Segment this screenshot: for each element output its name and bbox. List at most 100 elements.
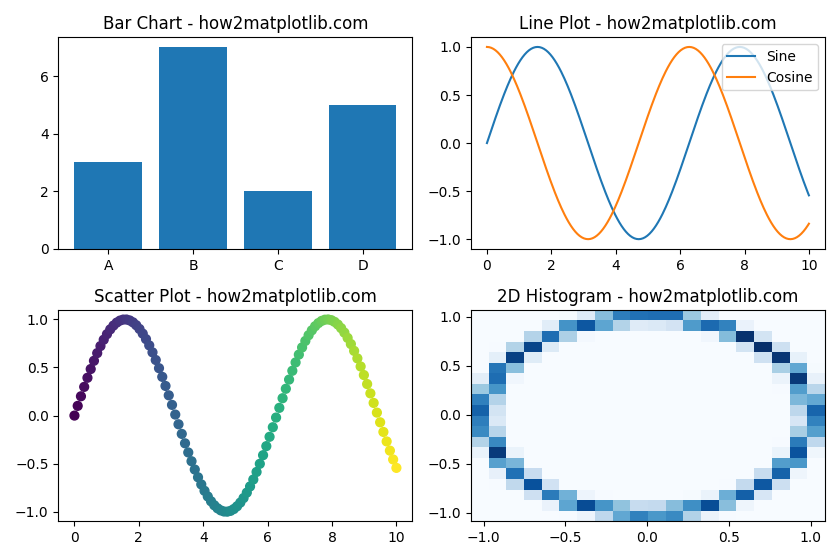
Point <box>68 411 81 420</box>
Point <box>237 493 250 502</box>
Point <box>143 341 156 350</box>
Point <box>390 464 403 473</box>
Point <box>318 315 332 324</box>
Point <box>149 356 162 365</box>
Point <box>328 318 341 326</box>
Point <box>181 448 195 457</box>
Point <box>172 420 186 429</box>
Point <box>113 316 127 325</box>
Point <box>308 322 322 331</box>
Point <box>244 482 257 491</box>
Bar <box>159 48 227 249</box>
Point <box>383 446 396 455</box>
Cosine <box>804 220 814 227</box>
Point <box>367 399 381 408</box>
Point <box>133 324 146 333</box>
Point <box>162 391 176 400</box>
Point <box>341 333 354 342</box>
Sine <box>776 112 786 119</box>
Point <box>91 349 104 358</box>
Line: Cosine: Cosine <box>487 47 809 239</box>
Sine <box>633 236 643 242</box>
Point <box>188 465 202 474</box>
Point <box>84 365 97 374</box>
Point <box>77 382 91 391</box>
Point <box>197 486 211 495</box>
Title: Line Plot - how2matplotlib.com: Line Plot - how2matplotlib.com <box>519 15 777 33</box>
Point <box>296 343 309 352</box>
Point <box>214 506 228 515</box>
Point <box>334 324 348 333</box>
Point <box>139 335 153 344</box>
Point <box>218 507 231 516</box>
Point <box>322 315 335 324</box>
Point <box>282 375 296 384</box>
Point <box>302 331 315 340</box>
Point <box>221 507 234 516</box>
Point <box>107 321 120 330</box>
Point <box>74 392 87 401</box>
Point <box>126 318 139 327</box>
Point <box>240 488 254 497</box>
Line: Sine: Sine <box>487 47 809 239</box>
Point <box>136 329 150 338</box>
Point <box>195 480 208 489</box>
Point <box>370 408 384 417</box>
Point <box>207 501 221 510</box>
Point <box>357 371 370 380</box>
Point <box>360 380 374 389</box>
Bar <box>244 192 312 249</box>
Point <box>178 439 192 448</box>
Point <box>376 427 390 436</box>
Point <box>234 498 247 507</box>
Point <box>263 432 276 441</box>
Point <box>211 504 224 513</box>
Point <box>266 423 280 432</box>
Point <box>331 320 344 329</box>
Point <box>273 403 286 412</box>
Cosine <box>482 44 492 50</box>
Cosine <box>674 49 684 55</box>
Point <box>279 384 292 393</box>
Point <box>227 505 240 514</box>
Point <box>165 400 179 409</box>
Point <box>256 451 270 460</box>
Cosine <box>483 44 493 50</box>
Title: Bar Chart - how2matplotlib.com: Bar Chart - how2matplotlib.com <box>102 15 368 33</box>
Point <box>292 350 306 359</box>
Point <box>380 437 393 446</box>
Point <box>123 316 136 325</box>
Sine <box>533 44 543 50</box>
Point <box>129 321 143 330</box>
Point <box>204 497 218 506</box>
Point <box>315 316 328 325</box>
Sine <box>804 192 814 199</box>
Point <box>159 381 172 390</box>
Point <box>276 394 289 403</box>
Point <box>338 328 351 337</box>
Point <box>71 402 84 410</box>
Cosine <box>583 236 593 242</box>
Point <box>350 354 364 363</box>
Point <box>324 316 338 325</box>
Point <box>289 358 302 367</box>
Sine <box>675 168 685 175</box>
Point <box>249 468 263 477</box>
Sine <box>482 139 492 146</box>
Point <box>110 318 123 327</box>
Point <box>230 502 244 511</box>
Title: Scatter Plot - how2matplotlib.com: Scatter Plot - how2matplotlib.com <box>94 287 377 306</box>
Sine <box>681 149 691 156</box>
Point <box>201 492 214 501</box>
Cosine <box>675 48 685 54</box>
Cosine <box>680 44 690 51</box>
Point <box>120 315 134 324</box>
Point <box>374 418 387 427</box>
Point <box>192 473 205 482</box>
Point <box>299 337 312 346</box>
Sine <box>755 63 765 69</box>
Bar <box>328 105 396 249</box>
Bar <box>75 162 142 249</box>
Sine <box>483 137 493 143</box>
Point <box>270 413 283 422</box>
